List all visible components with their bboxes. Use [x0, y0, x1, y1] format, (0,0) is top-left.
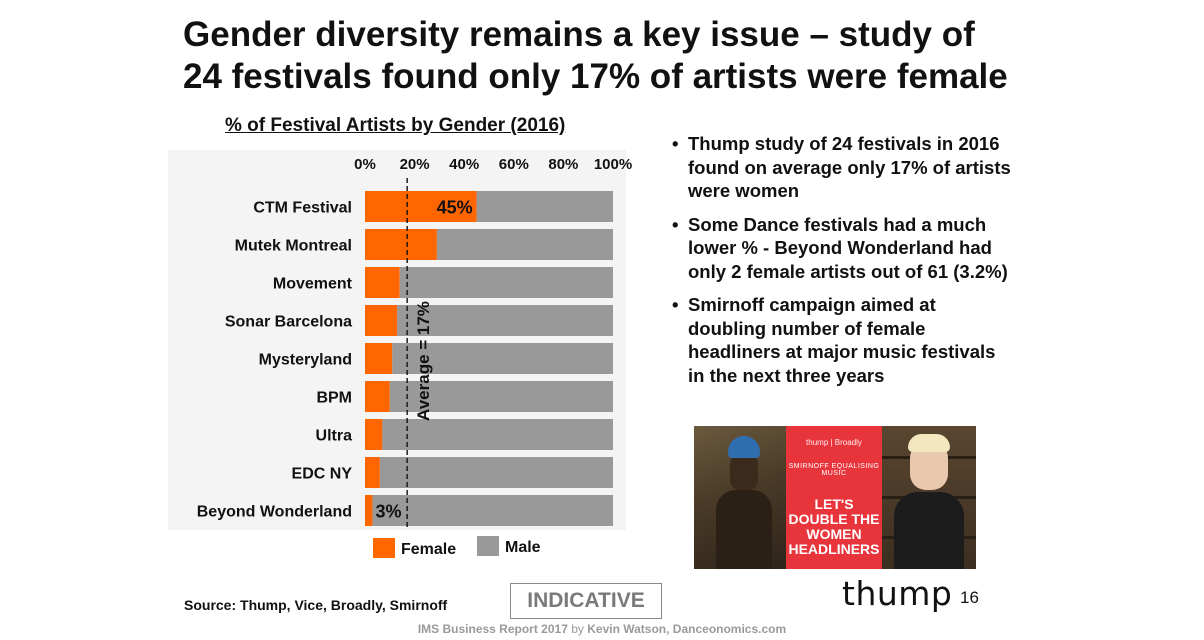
- category-label: Beyond Wonderland: [197, 504, 352, 521]
- slide-title: Gender diversity remains a key issue – s…: [183, 14, 1183, 98]
- bar-female: [365, 495, 373, 526]
- footer-by: by: [567, 622, 588, 636]
- bar-female: [365, 267, 400, 298]
- axis-tick-label: 40%: [449, 156, 479, 173]
- axis-tick-label: 0%: [354, 156, 376, 173]
- bullet-text: Smirnoff campaign aimed at doubling numb…: [688, 294, 996, 386]
- bar-male: [397, 305, 613, 336]
- footer-report: IMS Business Report 2017: [417, 622, 568, 636]
- bullet-dot-icon: •: [672, 294, 679, 315]
- legend-label-female: Female: [401, 541, 456, 558]
- data-label: 3%: [375, 502, 401, 522]
- bar-female: [365, 305, 398, 336]
- category-label: BPM: [316, 390, 352, 407]
- source-note: Source: Thump, Vice, Broadly, Smirnoff: [184, 597, 448, 613]
- bullet-text: Some Dance festivals had a much lower % …: [688, 213, 1008, 282]
- legend-swatch-female: [373, 538, 395, 558]
- axis-tick-label: 100%: [594, 156, 632, 173]
- photo-headline: LET'S DOUBLE THE WOMEN HEADLINERS: [788, 496, 880, 557]
- page-number: 16: [960, 588, 979, 607]
- footer: IMS Business Report 2017 by Kevin Watson…: [0, 622, 1204, 636]
- category-label: Movement: [273, 276, 353, 293]
- bar-female: [365, 343, 393, 374]
- category-label: CTM Festival: [253, 200, 352, 217]
- bar-female: [365, 457, 380, 488]
- photo-panel-artist-1: [694, 426, 786, 569]
- footer-author: Kevin Watson, Danceonomics.com: [587, 622, 787, 636]
- bullet-item: • Thump study of 24 festivals in 2016 fo…: [672, 132, 1012, 203]
- axis-tick-label: 60%: [499, 156, 529, 173]
- bar-male: [379, 457, 613, 488]
- slide-title-line-1: Gender diversity remains a key issue – s…: [183, 15, 975, 54]
- thump-logo: thump: [842, 574, 953, 613]
- photo-panel-artist-2: [882, 426, 976, 569]
- bar-male: [436, 229, 613, 260]
- category-label: Sonar Barcelona: [225, 314, 352, 331]
- category-label: Mysteryland: [259, 352, 352, 369]
- bar-male: [389, 381, 613, 412]
- category-label: Mutek Montreal: [235, 238, 352, 255]
- legend-swatch-male: [477, 536, 499, 556]
- photo-panel-campaign: thump | Broadly SMIRNOFF EQUALISING MUSI…: [786, 426, 882, 569]
- bar-female: [365, 381, 390, 412]
- slide-title-line-2: 24 festivals found only 17% of artists w…: [183, 57, 1008, 96]
- bullet-list: • Thump study of 24 festivals in 2016 fo…: [672, 132, 1012, 397]
- indicative-label: INDICATIVE: [510, 583, 662, 619]
- bar-male: [476, 191, 613, 222]
- bullet-text: Thump study of 24 festivals in 2016 foun…: [688, 133, 1011, 201]
- axis-tick-label: 80%: [548, 156, 578, 173]
- bar-female: [365, 419, 383, 450]
- axis-tick-label: 20%: [400, 156, 430, 173]
- legend-label-male: Male: [505, 539, 541, 556]
- photo-brand: thump | Broadly: [806, 438, 862, 447]
- photo-small-text: SMIRNOFF EQUALISING MUSIC: [788, 463, 880, 477]
- bar-male: [399, 267, 613, 298]
- bullet-item: • Smirnoff campaign aimed at doubling nu…: [672, 293, 1012, 387]
- bullet-dot-icon: •: [672, 213, 679, 235]
- category-label: EDC NY: [292, 466, 353, 483]
- bar-male: [382, 419, 613, 450]
- bar-male: [372, 495, 613, 526]
- campaign-photo: thump | Broadly SMIRNOFF EQUALISING MUSI…: [694, 426, 976, 569]
- data-label: 45%: [437, 198, 473, 218]
- bullet-item: • Some Dance festivals had a much lower …: [672, 213, 1012, 284]
- average-line-label: Average = 17%: [414, 301, 433, 421]
- bullet-dot-icon: •: [672, 133, 679, 154]
- bar-male: [392, 343, 613, 374]
- category-label: Ultra: [316, 428, 353, 445]
- bar-female: [365, 229, 437, 260]
- bar-female: [365, 191, 477, 222]
- chart-title: % of Festival Artists by Gender (2016): [225, 115, 566, 136]
